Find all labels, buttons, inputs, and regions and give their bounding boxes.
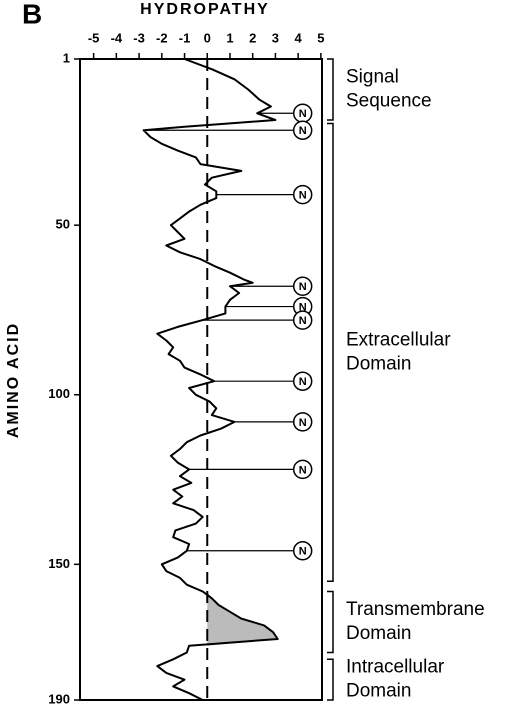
y-tick-label: 50 [56,217,70,232]
x-tick-label: 3 [272,30,279,45]
site-label: N [299,546,307,558]
domain-bracket [327,58,334,121]
site-label: N [299,464,307,476]
chart-title: HYDROPATHY [140,1,270,18]
site-marker [292,276,313,296]
y-tick-label: 190 [48,691,70,705]
x-tick-label: -3 [133,30,145,45]
x-tick-label: -1 [179,30,191,45]
x-tick-label: 0 [204,30,211,45]
panel-letter: B [22,0,42,29]
site-marker [292,541,313,561]
x-tick-label: 5 [317,30,324,45]
shaded-area [207,591,278,653]
site-label: N [299,417,307,429]
domain-label: Domain [346,623,411,644]
site-label: N [299,301,307,313]
y-tick-label: 100 [48,386,70,401]
site-marker [292,371,313,391]
y-tick-label: 150 [48,556,70,571]
site-label: N [299,190,307,202]
site-marker [292,120,313,140]
domain-label: Transmembrane [346,599,485,620]
domain-label: Intracellular [346,657,445,678]
x-tick-label: 1 [226,30,233,45]
domain-bracket [327,590,334,654]
site-marker [292,459,313,480]
hydropathy-line [142,58,279,701]
x-tick-label: -2 [156,30,168,45]
x-tick-label: -4 [111,30,123,45]
x-tick-label: -5 [88,30,100,45]
site-marker [292,412,313,432]
domain-label: Domain [346,353,411,374]
domain-bracket [327,658,334,701]
x-tick-label: 2 [249,30,256,45]
site-label: N [299,125,307,137]
domain-bracket [327,122,334,583]
x-tick-label: 4 [295,30,303,45]
site-label: N [299,108,307,120]
domain-label: Signal [346,67,399,88]
domain-label: Extracellular [346,329,451,350]
y-axis-label: AMINO ACID [5,322,22,438]
site-marker [292,310,313,330]
site-label: N [299,376,307,388]
site-label: N [299,315,307,327]
y-tick-label: 1 [63,50,70,65]
domain-label: Domain [346,681,411,702]
site-marker [292,184,313,205]
site-label: N [299,281,307,293]
domain-label: Sequence [346,91,432,112]
plot-frame [79,58,323,701]
